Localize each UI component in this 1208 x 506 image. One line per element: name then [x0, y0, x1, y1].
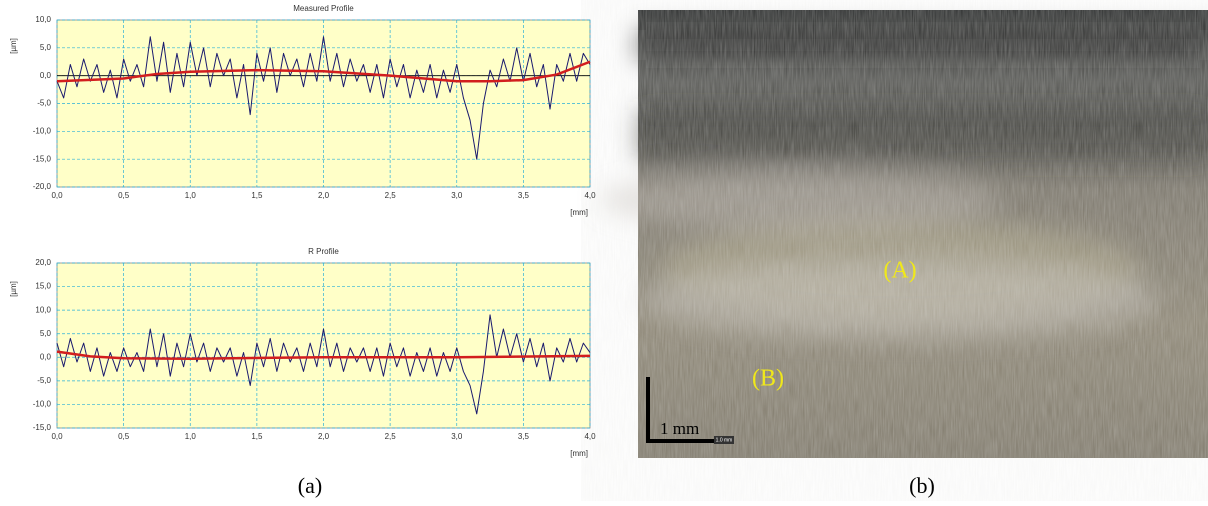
- x-tick-label: 3,5: [518, 432, 530, 441]
- x-axis-label: [mm]: [570, 208, 588, 217]
- chart-title: Measured Profile: [293, 4, 354, 13]
- x-tick-label: 1,5: [251, 191, 263, 200]
- x-tick-label: 0,5: [118, 432, 130, 441]
- x-tick-label: 1,5: [251, 432, 263, 441]
- caption: (a): [298, 473, 322, 498]
- photo: (A) (B) 1 mm 1.0 mm: [600, 10, 1208, 458]
- profile-line: [56, 36, 591, 160]
- caption: (b): [909, 473, 935, 498]
- y-tick-label: 10,0: [35, 15, 51, 24]
- x-tick-label: 3,0: [451, 191, 463, 200]
- y-tick-label: 20,0: [35, 258, 51, 267]
- y-tick-label: -5,0: [37, 376, 51, 385]
- x-tick-label: 0,5: [118, 191, 130, 200]
- x-tick-label: 2,5: [385, 191, 397, 200]
- y-axis-label: [µm]: [9, 38, 18, 54]
- y-tick-label: -15,0: [33, 423, 52, 432]
- x-tick-label: 0,0: [51, 432, 63, 441]
- y-tick-label: -20,0: [33, 182, 52, 191]
- x-tick-label: 0,0: [51, 191, 63, 200]
- x-tick-label: 2,0: [318, 191, 330, 200]
- y-tick-label: -15,0: [33, 154, 52, 163]
- x-tick-label: 3,0: [451, 432, 463, 441]
- scale-label: 1 mm: [660, 419, 699, 438]
- x-tick-label: 4,0: [584, 432, 596, 441]
- region-label: (A): [883, 258, 916, 284]
- profile-line: [56, 60, 591, 83]
- x-tick-label: 1,0: [185, 432, 197, 441]
- y-tick-label: 10,0: [35, 305, 51, 314]
- y-tick-label: 0,0: [40, 352, 52, 361]
- x-tick-label: 1,0: [185, 191, 197, 200]
- chart-title: R Profile: [308, 247, 339, 256]
- profile-line: [56, 350, 591, 360]
- y-tick-label: 0,0: [40, 71, 52, 80]
- y-tick-label: -10,0: [33, 400, 52, 409]
- x-tick-label: 2,5: [385, 432, 397, 441]
- x-tick-label: 2,0: [318, 432, 330, 441]
- x-tick-label: 4,0: [584, 191, 596, 200]
- scale-label-small: 1.0 mm: [716, 437, 733, 443]
- x-tick-label: 3,5: [518, 191, 530, 200]
- region-label: (B): [752, 366, 784, 392]
- y-axis-label: [µm]: [9, 281, 18, 297]
- y-tick-label: -10,0: [33, 126, 52, 135]
- y-tick-label: 5,0: [40, 329, 52, 338]
- y-tick-label: 5,0: [40, 43, 52, 52]
- y-tick-label: 15,0: [35, 282, 51, 291]
- y-tick-label: -5,0: [37, 99, 51, 108]
- x-axis-label: [mm]: [570, 449, 588, 458]
